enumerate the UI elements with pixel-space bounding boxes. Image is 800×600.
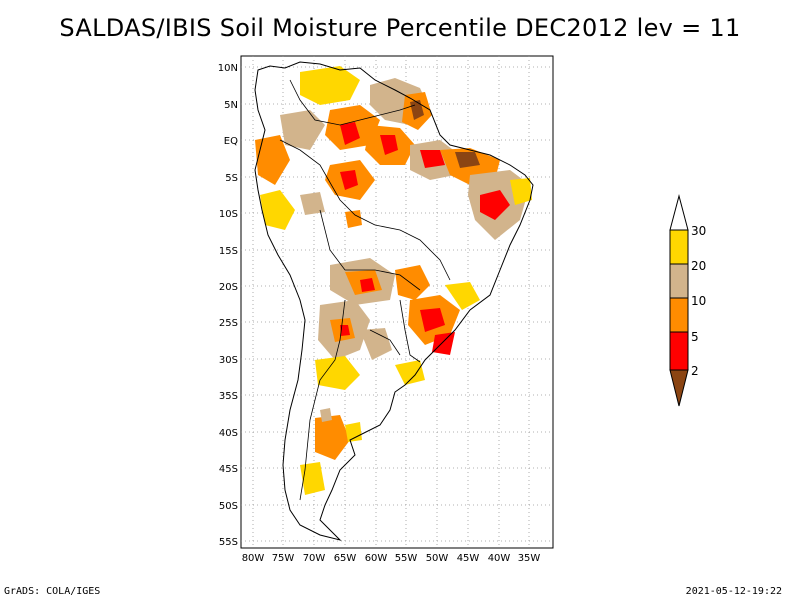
legend-swatch-30 (669, 229, 689, 265)
lon-tick-60w: 60W (365, 553, 388, 564)
legend-low-arrow (669, 369, 689, 407)
legend-label-10: 10 (691, 294, 706, 308)
country-borders (279, 79, 451, 501)
legend-label-5: 5 (691, 330, 699, 344)
lat-tick-55s: 55S (219, 537, 238, 548)
lon-tick-65w: 65W (334, 553, 357, 564)
legend-high-arrow (669, 194, 689, 231)
lat-tick-eq: EQ (224, 136, 238, 147)
lat-tick-5n: 5N (224, 100, 238, 111)
coastline (254, 61, 534, 541)
lat-tick-5s: 5S (225, 173, 238, 184)
legend-swatch-10 (669, 297, 689, 333)
lon-tick-40w: 40W (488, 553, 511, 564)
legend-label-20: 20 (691, 259, 706, 273)
lon-tick-80w: 80W (242, 553, 265, 564)
footer-timestamp: 2021-05-12-19:22 (685, 586, 782, 597)
lon-tick-55w: 55W (395, 553, 418, 564)
lon-tick-70w: 70W (303, 553, 326, 564)
lon-tick-75w: 75W (272, 553, 295, 564)
shaded-areas (255, 66, 532, 495)
lat-tick-30s: 30S (219, 355, 238, 366)
footer-credit: GrADS: COLA/IGES (4, 586, 101, 597)
color-legend (669, 194, 689, 407)
legend-label-30: 30 (691, 224, 706, 238)
lon-tick-45w: 45W (457, 553, 480, 564)
lon-tick-35w: 35W (518, 553, 541, 564)
lat-tick-35s: 35S (219, 391, 238, 402)
legend-swatch-20 (669, 263, 689, 299)
legend-swatch-5 (669, 331, 689, 371)
lat-tick-25s: 25S (219, 318, 238, 329)
lat-tick-15s: 15S (219, 246, 238, 257)
lon-tick-50w: 50W (426, 553, 449, 564)
lon-axis-labels: 80W 75W 70W 65W 60W 55W 50W 45W 40W 35W (242, 553, 541, 564)
lat-tick-45s: 45S (219, 464, 238, 475)
legend-label-2: 2 (691, 364, 699, 378)
lat-tick-10n: 10N (218, 63, 238, 74)
plot-title: SALDAS/IBIS Soil Moisture Percentile DEC… (59, 14, 741, 42)
legend-labels: 2 5 10 20 30 (691, 224, 706, 378)
lat-axis-labels: 10N 5N EQ 5S 10S 15S 20S 25S 30S 35S 40S… (218, 63, 238, 548)
lat-tick-20s: 20S (219, 282, 238, 293)
lat-tick-50s: 50S (219, 501, 238, 512)
lat-tick-40s: 40S (219, 428, 238, 439)
lat-tick-10s: 10S (219, 209, 238, 220)
